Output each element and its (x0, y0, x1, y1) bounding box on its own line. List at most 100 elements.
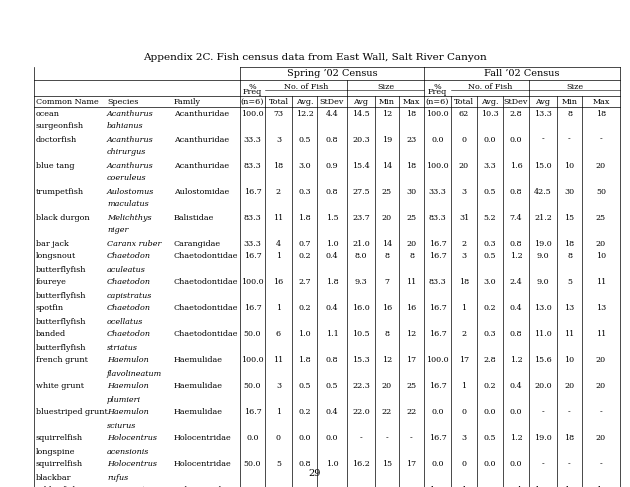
Text: -: - (600, 135, 602, 144)
Text: Holocentridae: Holocentridae (174, 434, 232, 443)
Text: 0.4: 0.4 (326, 304, 338, 313)
Text: Acanthuridae: Acanthuridae (174, 162, 229, 169)
Text: 5: 5 (276, 461, 281, 468)
Text: 42.5: 42.5 (534, 187, 552, 195)
Text: coeruleus: coeruleus (107, 174, 147, 183)
Text: 100.0: 100.0 (241, 356, 264, 364)
Text: 20: 20 (564, 382, 575, 391)
Text: 18: 18 (596, 110, 606, 117)
Text: Species: Species (107, 97, 139, 106)
Text: (n=6): (n=6) (241, 97, 264, 106)
Text: 33.3: 33.3 (244, 135, 261, 144)
Text: 15.3: 15.3 (352, 356, 370, 364)
Text: aculeatus: aculeatus (107, 265, 146, 274)
Text: 13: 13 (564, 304, 575, 313)
Text: 16.7: 16.7 (428, 304, 447, 313)
Text: Chaetodontidae: Chaetodontidae (174, 252, 239, 261)
Text: 0.4: 0.4 (510, 304, 522, 313)
Text: 1.8: 1.8 (298, 213, 311, 222)
Text: 0.0: 0.0 (484, 135, 496, 144)
Text: 30: 30 (406, 187, 416, 195)
Text: 19: 19 (382, 135, 392, 144)
Text: 1.0: 1.0 (326, 240, 338, 247)
Text: 0.4: 0.4 (510, 382, 522, 391)
Text: 14: 14 (382, 162, 392, 169)
Text: 15.6: 15.6 (534, 356, 552, 364)
Text: 0.3: 0.3 (484, 331, 496, 338)
Text: Haemulon: Haemulon (107, 382, 149, 391)
Text: 15.0: 15.0 (534, 162, 552, 169)
Text: 2: 2 (461, 331, 467, 338)
Text: 3.3: 3.3 (484, 162, 496, 169)
Text: 62: 62 (459, 110, 469, 117)
Text: 10: 10 (564, 162, 575, 169)
Text: trumpetfish: trumpetfish (36, 187, 84, 195)
Text: 9.0: 9.0 (537, 279, 549, 286)
Text: 18: 18 (406, 110, 416, 117)
Text: -: - (410, 434, 413, 443)
Text: 11: 11 (596, 279, 606, 286)
Text: Avg.: Avg. (481, 97, 499, 106)
Text: Acanthurus: Acanthurus (107, 135, 154, 144)
Text: 23: 23 (406, 135, 416, 144)
Text: 3: 3 (461, 434, 467, 443)
Text: 31: 31 (459, 213, 469, 222)
Text: Min: Min (379, 97, 395, 106)
Text: 0.8: 0.8 (510, 187, 522, 195)
Text: squirrelfish: squirrelfish (36, 434, 83, 443)
Text: 10.5: 10.5 (352, 331, 370, 338)
Text: 16.7: 16.7 (244, 252, 261, 261)
Text: 20: 20 (596, 434, 606, 443)
Text: 83.3: 83.3 (244, 213, 261, 222)
Text: 50.0: 50.0 (244, 382, 261, 391)
Text: 0.8: 0.8 (326, 356, 338, 364)
Text: 20: 20 (596, 240, 606, 247)
Text: 0: 0 (462, 135, 466, 144)
Text: 20: 20 (596, 382, 606, 391)
Text: Melichthys: Melichthys (107, 213, 152, 222)
Text: 0.8: 0.8 (326, 187, 338, 195)
Text: 0.3: 0.3 (298, 187, 311, 195)
Text: 0.2: 0.2 (298, 409, 311, 416)
Text: 7.4: 7.4 (510, 213, 522, 222)
Text: Acanthuridae: Acanthuridae (174, 135, 229, 144)
Text: 3.0: 3.0 (484, 279, 496, 286)
Text: Max: Max (403, 97, 420, 106)
Text: blackbar: blackbar (36, 473, 71, 482)
Text: 0.0: 0.0 (432, 409, 444, 416)
Text: squirrelfish: squirrelfish (36, 461, 83, 468)
Text: 83.3: 83.3 (428, 279, 447, 286)
Text: 0.8: 0.8 (510, 240, 522, 247)
Text: -: - (386, 434, 388, 443)
Text: 20.3: 20.3 (352, 135, 370, 144)
Text: 2.8: 2.8 (484, 356, 496, 364)
Text: 0: 0 (462, 409, 466, 416)
Text: Common Name: Common Name (36, 97, 99, 106)
Text: chirurgus: chirurgus (107, 149, 146, 156)
Text: Chaetodontidae: Chaetodontidae (174, 304, 239, 313)
Text: 16.7: 16.7 (244, 409, 261, 416)
Text: 0.5: 0.5 (326, 382, 338, 391)
Text: 16.2: 16.2 (352, 461, 370, 468)
Text: 2: 2 (276, 187, 281, 195)
Text: 2: 2 (461, 240, 467, 247)
Text: -: - (568, 135, 571, 144)
Text: Chaetodontidae: Chaetodontidae (174, 331, 239, 338)
Text: niger: niger (107, 226, 129, 235)
Text: 1.8: 1.8 (326, 279, 338, 286)
Text: 0.0: 0.0 (298, 434, 311, 443)
Text: 16.7: 16.7 (244, 187, 261, 195)
Text: 100.0: 100.0 (241, 110, 264, 117)
Text: 100.0: 100.0 (426, 162, 449, 169)
Text: Acanthurus: Acanthurus (107, 110, 154, 117)
Text: 11: 11 (406, 279, 416, 286)
Text: Holocentrus: Holocentrus (107, 461, 157, 468)
Text: 0.8: 0.8 (510, 331, 522, 338)
Text: ocellatus: ocellatus (107, 318, 144, 325)
Text: 0: 0 (276, 434, 281, 443)
Text: longsnout: longsnout (36, 252, 76, 261)
Text: 8: 8 (567, 252, 572, 261)
Text: StDev: StDev (320, 97, 344, 106)
Text: 0.5: 0.5 (484, 434, 496, 443)
Text: 19.0: 19.0 (534, 434, 552, 443)
